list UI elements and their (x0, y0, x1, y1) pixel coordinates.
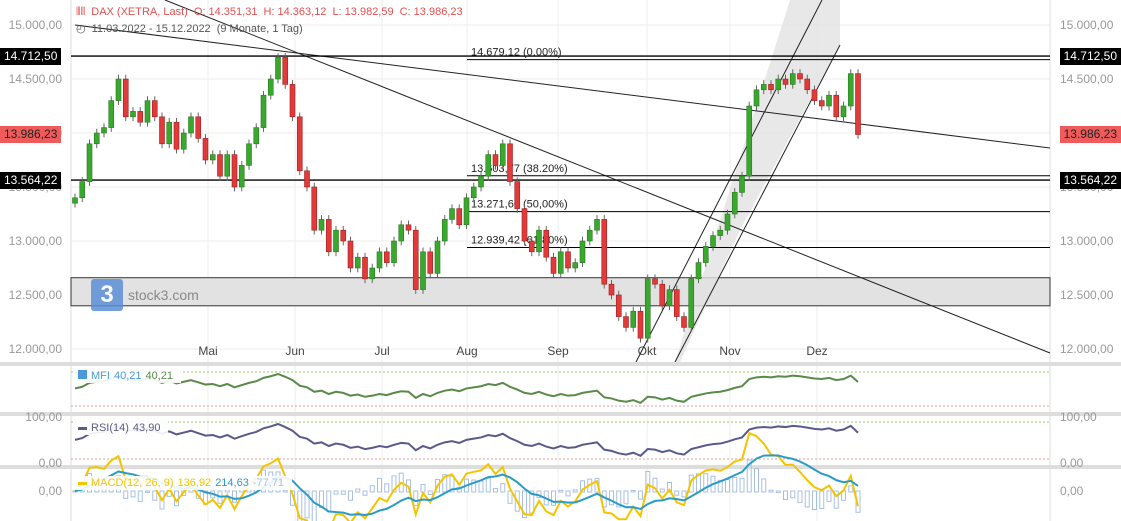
svg-text:Mai: Mai (198, 344, 217, 358)
svg-text:13.000,00: 13.000,00 (9, 234, 63, 248)
svg-text:13.000,00: 13.000,00 (1060, 234, 1114, 248)
svg-text:12.500,00: 12.500,00 (1060, 288, 1114, 302)
range-header: ◴ 11.03.2022 - 15.12.2022 (9 Monate, 1 Tag… (76, 22, 309, 35)
duration: (9 Monate, 1 Tag) (216, 23, 303, 35)
svg-text:Okt: Okt (638, 344, 657, 358)
svg-text:Jul: Jul (374, 344, 389, 358)
svg-text:0,00: 0,00 (1060, 484, 1084, 498)
rsi-value: 43,90 (132, 422, 161, 434)
svg-text:12.000,00: 12.000,00 (9, 342, 63, 356)
open-value: O: 14.351,31 (193, 6, 258, 18)
candlestick-icon: ⫴⫴ (76, 6, 86, 18)
svg-text:14.679,12 (0.00%): 14.679,12 (0.00%) (471, 47, 562, 59)
stock3-watermark: 3 stock3.com (91, 279, 199, 311)
ohlc-header: ⫴⫴ DAX (XETRA, Last) O: 14.351,31 H: 14.363… (76, 6, 469, 19)
mfi-value-2: 40,21 (145, 370, 174, 382)
right-price-label: 13.564,22 (1059, 172, 1121, 190)
stock3-logo-icon: 3 (91, 279, 123, 311)
right-price-label: 14.712,50 (1059, 48, 1121, 66)
svg-text:0,00: 0,00 (39, 456, 63, 470)
close-value: C: 13.986,23 (399, 6, 463, 18)
macd-legend[interactable]: MACD(12, 26, 9) 136,92 214,63 -77,71 (74, 476, 293, 490)
svg-text:12.939,42 (61,80%): 12.939,42 (61,80%) (471, 235, 568, 247)
svg-text:15.000,00: 15.000,00 (9, 18, 63, 32)
svg-text:Aug: Aug (456, 344, 477, 358)
svg-text:12.500,00: 12.500,00 (9, 288, 63, 302)
svg-text:Nov: Nov (719, 344, 740, 358)
low-value: L: 13.982,59 (332, 6, 394, 18)
svg-text:12.000,00: 12.000,00 (1060, 342, 1114, 356)
signal-value: 214,63 (215, 477, 249, 489)
clock-icon: ◴ (76, 23, 86, 35)
high-value: H: 14.363,12 (263, 6, 327, 18)
svg-text:Jun: Jun (285, 344, 304, 358)
svg-text:100,00: 100,00 (25, 410, 62, 424)
mfi-value: 40,21 (113, 370, 142, 382)
svg-text:Dez: Dez (806, 344, 827, 358)
mfi-color-swatch-icon (78, 370, 87, 379)
left-price-label: 14.712,50 (0, 48, 62, 66)
svg-text:Sep: Sep (547, 344, 569, 358)
right-price-label: 13.986,23 (1059, 126, 1121, 144)
mfi-legend[interactable]: MFI 40,21 40,21 (74, 369, 182, 383)
svg-text:0,00: 0,00 (39, 484, 63, 498)
watermark-text: stock3.com (128, 287, 199, 303)
histogram-value: -77,71 (252, 477, 285, 489)
svg-text:14.500,00: 14.500,00 (1060, 72, 1114, 86)
rsi-label: RSI(14) (91, 422, 129, 434)
macd-label: MACD(12, 26, 9) (91, 477, 174, 489)
svg-text:100,00: 100,00 (1060, 410, 1097, 424)
macd-color-swatch-icon (78, 481, 87, 485)
left-price-label: 13.986,23 (0, 126, 62, 144)
rsi-legend[interactable]: RSI(14) 43,90 (74, 421, 169, 435)
svg-text:0,00: 0,00 (1060, 456, 1084, 470)
svg-text:14.500,00: 14.500,00 (9, 72, 63, 86)
macd-value: 136,92 (177, 477, 212, 489)
left-price-label: 13.564,22 (0, 172, 62, 190)
instrument-name[interactable]: DAX (XETRA, Last) (91, 6, 188, 18)
mfi-label: MFI (91, 370, 110, 382)
rsi-color-swatch-icon (78, 426, 87, 430)
svg-text:15.000,00: 15.000,00 (1060, 18, 1114, 32)
date-range[interactable]: 11.03.2022 - 15.12.2022 (91, 23, 211, 35)
